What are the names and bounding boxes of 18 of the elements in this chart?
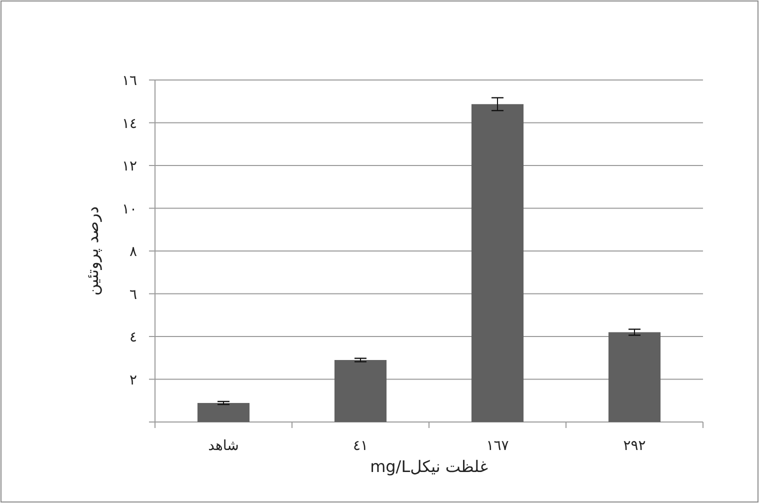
x-tick-label: ٢٩٢ — [623, 438, 646, 454]
x-axis-title: غلظت نیکلmg/L — [370, 457, 488, 476]
bar — [334, 360, 387, 422]
x-tick-label: ٤١ — [352, 438, 368, 454]
y-tick-label: ١٠ — [122, 201, 137, 218]
bar — [608, 332, 661, 422]
x-tick-label: ١٦٧ — [486, 438, 510, 454]
y-tick-label: ١٤ — [122, 116, 137, 132]
x-tick-label: شاهد — [208, 438, 239, 454]
y-tick-label: ٤ — [129, 330, 137, 346]
bar — [471, 104, 524, 422]
y-tick-label: ١٦ — [122, 73, 137, 89]
y-tick-label: ٨ — [129, 244, 138, 260]
y-tick-label: ١٢ — [122, 158, 137, 174]
bar — [197, 402, 250, 422]
y-axis-title: درصد پروتئین — [83, 206, 102, 296]
y-tick-label: ٦ — [129, 286, 137, 303]
y-tick-label: ٢ — [129, 372, 137, 388]
